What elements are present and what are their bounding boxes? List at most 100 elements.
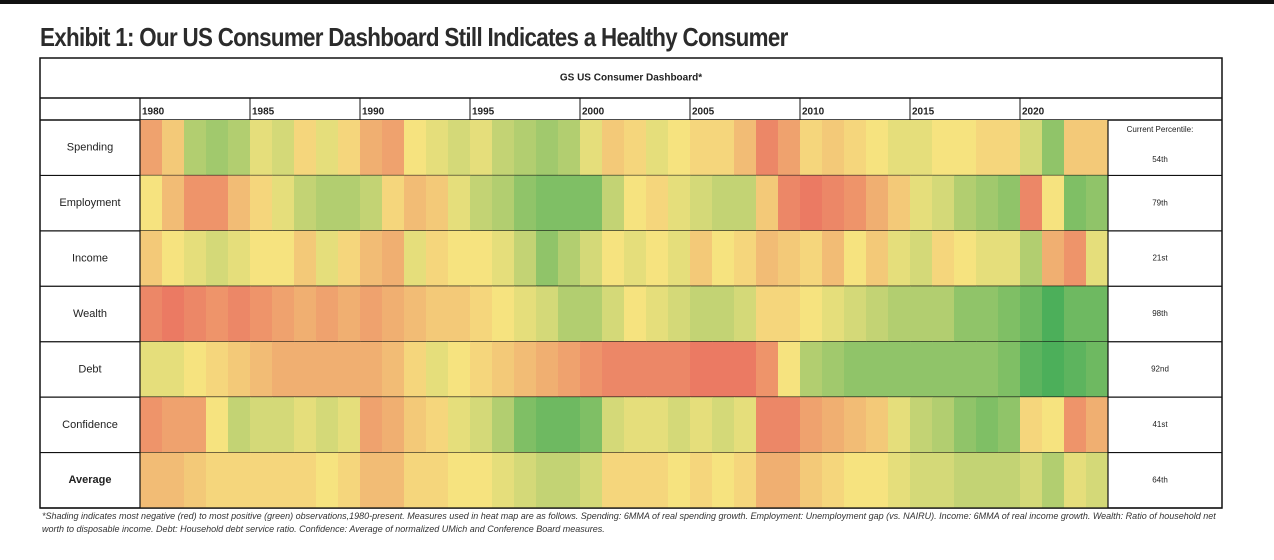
- heat-cell: [822, 175, 845, 231]
- x-tick-label: 1990: [362, 107, 385, 118]
- heat-cell: [954, 286, 977, 342]
- heat-cell: [756, 397, 779, 453]
- heat-cell: [536, 120, 559, 176]
- heat-cell: [734, 120, 757, 176]
- heat-cell: [866, 175, 889, 231]
- heat-cell: [668, 120, 691, 176]
- current-header: Current Percentile:: [1127, 125, 1194, 134]
- heat-cell: [1042, 120, 1065, 176]
- heat-cell: [932, 230, 955, 287]
- heat-cell: [1086, 230, 1109, 287]
- current-percentile: 41st: [1152, 420, 1168, 429]
- heat-cell: [514, 120, 537, 176]
- heat-cell: [514, 397, 537, 453]
- heat-cell: [492, 175, 515, 231]
- heat-cell: [404, 175, 427, 231]
- heat-cell: [602, 230, 625, 287]
- heat-cell: [140, 175, 163, 231]
- x-tick-label: 2015: [912, 107, 935, 118]
- heat-cell: [1064, 452, 1087, 508]
- heat-cell: [822, 452, 845, 508]
- heat-cell: [492, 452, 515, 508]
- heat-cell: [844, 175, 867, 231]
- heat-cell: [250, 452, 273, 508]
- heat-cell: [998, 341, 1021, 398]
- heat-cell: [690, 286, 713, 342]
- heat-cell: [690, 175, 713, 231]
- heat-cell: [778, 341, 801, 398]
- heat-cell: [294, 397, 317, 453]
- heat-cell: [624, 452, 647, 508]
- heat-cell: [558, 175, 581, 231]
- heat-cell: [844, 452, 867, 508]
- heat-cell: [294, 175, 317, 231]
- heat-cell: [976, 397, 999, 453]
- heat-cell: [932, 175, 955, 231]
- heat-cell: [646, 120, 669, 176]
- heat-cell: [976, 175, 999, 231]
- x-tick-label: 2000: [582, 107, 605, 118]
- heat-cell: [206, 286, 229, 342]
- heat-cell: [558, 397, 581, 453]
- heat-cell: [778, 175, 801, 231]
- heat-cell: [668, 397, 691, 453]
- heat-cell: [382, 230, 405, 287]
- heat-cell: [756, 175, 779, 231]
- heat-cell: [888, 175, 911, 231]
- current-percentile: 21st: [1152, 254, 1168, 263]
- heat-cell: [206, 452, 229, 508]
- heat-cell: [1064, 286, 1087, 342]
- heat-cell: [712, 175, 735, 231]
- heat-cell: [470, 286, 493, 342]
- heat-cell: [888, 230, 911, 287]
- heat-cell: [272, 230, 295, 287]
- heat-cell: [382, 286, 405, 342]
- heat-cell: [404, 397, 427, 453]
- heat-cell: [690, 397, 713, 453]
- heat-cell: [1042, 397, 1065, 453]
- heat-cell: [734, 175, 757, 231]
- heat-cell: [712, 120, 735, 176]
- heat-cell: [558, 120, 581, 176]
- heat-cell: [228, 286, 251, 342]
- heat-cell: [492, 341, 515, 398]
- heat-cell: [1064, 120, 1087, 176]
- heat-cell: [162, 452, 185, 508]
- heat-cell: [910, 120, 933, 176]
- heat-cell: [1086, 175, 1109, 231]
- heat-cell: [184, 230, 207, 287]
- heat-cell: [888, 397, 911, 453]
- heat-cell: [250, 286, 273, 342]
- heat-cell: [844, 286, 867, 342]
- heat-cell: [250, 341, 273, 398]
- heat-cell: [778, 452, 801, 508]
- heat-cell: [602, 341, 625, 398]
- heat-cell: [998, 452, 1021, 508]
- heat-cell: [1020, 120, 1043, 176]
- heat-cell: [580, 397, 603, 453]
- heat-cell: [492, 397, 515, 453]
- heat-cell: [338, 397, 361, 453]
- heat-cell: [272, 341, 295, 398]
- heat-cell: [272, 175, 295, 231]
- heat-cell: [426, 452, 449, 508]
- heat-cell: [646, 341, 669, 398]
- heat-cell: [822, 341, 845, 398]
- heat-cell: [162, 120, 185, 176]
- heat-cell: [1064, 397, 1087, 453]
- heat-cell: [888, 286, 911, 342]
- heat-cell: [954, 452, 977, 508]
- heat-cell: [734, 286, 757, 342]
- heat-cell: [294, 230, 317, 287]
- heat-cell: [536, 230, 559, 287]
- chart-title: Exhibit 1: Our US Consumer Dashboard Sti…: [40, 22, 788, 52]
- heat-cell: [184, 175, 207, 231]
- heat-cell: [976, 286, 999, 342]
- heat-cell: [514, 341, 537, 398]
- heat-cell: [206, 397, 229, 453]
- heat-cell: [668, 341, 691, 398]
- heat-cell: [712, 230, 735, 287]
- heat-cell: [228, 230, 251, 287]
- heat-cell: [448, 452, 471, 508]
- heat-cell: [470, 397, 493, 453]
